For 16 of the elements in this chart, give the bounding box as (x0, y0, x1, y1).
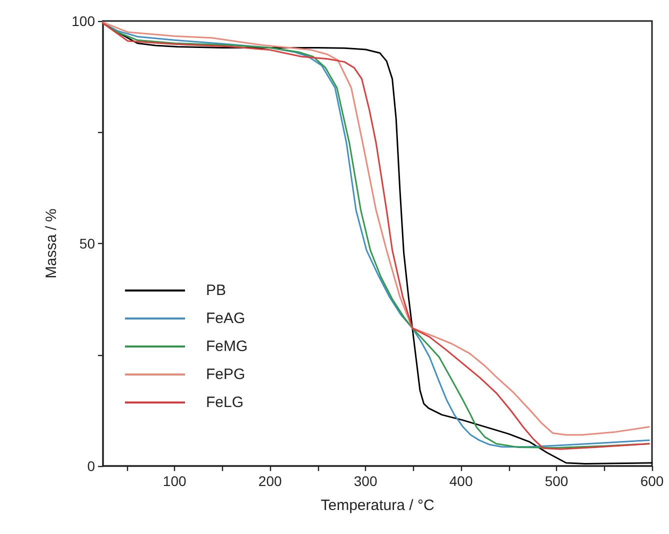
y-axis-title: Massa / % (43, 208, 60, 279)
x-axis-title: Temperatura / °C (320, 497, 434, 514)
x-tick-label: 100 (162, 473, 186, 489)
legend-label: PB (206, 282, 226, 299)
x-tick-label: 300 (354, 473, 378, 489)
legend-label: FePG (206, 366, 246, 383)
legend-label: FeLG (206, 394, 244, 411)
x-tick-label: 500 (544, 473, 568, 489)
y-tick-label: 100 (72, 13, 96, 29)
x-tick-label: 200 (258, 473, 282, 489)
legend-label: FeAG (206, 310, 246, 327)
y-tick-label: 50 (79, 236, 96, 252)
x-tick-label: 400 (449, 473, 473, 489)
y-tick-label: 0 (87, 458, 96, 474)
legend-label: FeMG (206, 338, 248, 355)
x-tick-label: 600 (640, 473, 664, 489)
